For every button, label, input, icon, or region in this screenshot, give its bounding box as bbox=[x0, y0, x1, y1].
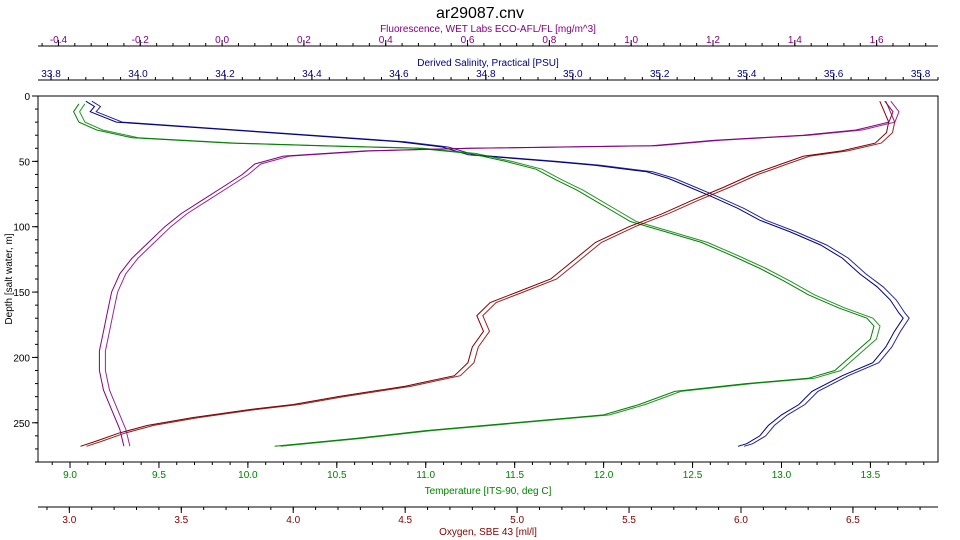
x-axis-title-salinity: Derived Salinity, Practical [PSU] bbox=[417, 58, 559, 69]
x-tick-label-temperature: 10.5 bbox=[327, 470, 347, 481]
x-tick-label-salinity: 33.8 bbox=[41, 69, 61, 80]
y-tick-label: 150 bbox=[13, 288, 30, 299]
series-line-upcast-oxygen bbox=[86, 101, 896, 447]
x-tick-label-temperature: 13.0 bbox=[772, 470, 792, 481]
x-tick-label-salinity: 35.8 bbox=[911, 69, 931, 80]
x-tick-label-oxygen: 5.5 bbox=[622, 515, 636, 526]
x-tick-label-salinity: 34.6 bbox=[389, 69, 409, 80]
y-tick-label: 100 bbox=[13, 223, 30, 234]
x-tick-label-fluorescence: 0.8 bbox=[542, 35, 556, 46]
x-tick-label-fluorescence: 0.6 bbox=[461, 35, 475, 46]
x-tick-label-oxygen: 4.0 bbox=[286, 515, 300, 526]
x-tick-label-temperature: 13.5 bbox=[861, 470, 881, 481]
series-line-upcast-fluorescence bbox=[104, 100, 900, 447]
x-axis-title-oxygen: Oxygen, SBE 43 [ml/l] bbox=[439, 527, 537, 538]
x-axis-title-temperature: Temperature [ITS-90, deg C] bbox=[425, 486, 552, 497]
x-tick-label-salinity: 34.2 bbox=[215, 69, 235, 80]
x-tick-label-oxygen: 6.5 bbox=[846, 515, 860, 526]
x-tick-label-temperature: 12.5 bbox=[683, 470, 703, 481]
x-tick-label-salinity: 35.6 bbox=[824, 69, 844, 80]
x-tick-label-salinity: 35.4 bbox=[737, 69, 757, 80]
x-tick-label-fluorescence: 0.2 bbox=[297, 35, 311, 46]
y-axis-title: Depth [salt water, m] bbox=[4, 233, 15, 324]
x-tick-label-temperature: 11.0 bbox=[416, 470, 435, 481]
x-tick-label-fluorescence: -0.4 bbox=[50, 35, 68, 46]
x-tick-label-oxygen: 4.5 bbox=[398, 515, 412, 526]
x-tick-label-temperature: 11.5 bbox=[505, 470, 524, 481]
x-tick-label-fluorescence: 0.0 bbox=[215, 35, 229, 46]
x-axis-title-fluorescence: Fluorescence, WET Labs ECO-AFL/FL [mg/m^… bbox=[380, 24, 596, 35]
x-tick-label-fluorescence: 1.6 bbox=[870, 35, 884, 46]
x-tick-label-fluorescence: -0.2 bbox=[132, 35, 150, 46]
series-line-oxygen bbox=[80, 101, 890, 447]
chart-title: ar29087.cnv bbox=[436, 5, 524, 22]
series-line-fluorescence bbox=[98, 100, 894, 447]
x-tick-label-temperature: 9.0 bbox=[63, 470, 77, 481]
x-tick-label-salinity: 34.4 bbox=[302, 69, 322, 80]
y-tick-label: 200 bbox=[13, 353, 30, 364]
y-tick-label: 0 bbox=[24, 92, 30, 103]
x-tick-label-salinity: 35.2 bbox=[650, 69, 670, 80]
series-line-upcast-salinity bbox=[91, 100, 910, 447]
y-tick-label: 250 bbox=[13, 419, 30, 430]
x-tick-label-temperature: 12.0 bbox=[594, 470, 614, 481]
x-tick-label-oxygen: 6.0 bbox=[734, 515, 748, 526]
y-tick-label: 50 bbox=[19, 157, 31, 168]
x-tick-label-temperature: 9.5 bbox=[152, 470, 166, 481]
x-tick-label-salinity: 34.0 bbox=[128, 69, 148, 80]
axes-layer: -0.4 -0.2 0.0 0.2 0.4 0.6 0.8 1.0 1.2 1.4 1.6 Fluor… bbox=[13, 24, 939, 538]
x-tick-label-oxygen: 3.0 bbox=[62, 515, 76, 526]
x-tick-label-salinity: 34.8 bbox=[476, 69, 496, 80]
series-layer bbox=[73, 100, 910, 447]
x-tick-label-salinity: 35.0 bbox=[563, 69, 583, 80]
x-tick-label-oxygen: 3.5 bbox=[174, 515, 188, 526]
x-tick-label-oxygen: 5.0 bbox=[510, 515, 524, 526]
series-line-salinity bbox=[85, 100, 904, 447]
x-tick-label-fluorescence: 1.2 bbox=[706, 35, 720, 46]
x-tick-label-fluorescence: 1.4 bbox=[788, 35, 802, 46]
x-tick-label-fluorescence: 0.4 bbox=[379, 35, 393, 46]
x-tick-label-fluorescence: 1.0 bbox=[624, 35, 638, 46]
plot-area bbox=[37, 95, 939, 463]
series-line-upcast-temperature bbox=[79, 103, 881, 447]
x-tick-label-temperature: 10.0 bbox=[238, 470, 258, 481]
